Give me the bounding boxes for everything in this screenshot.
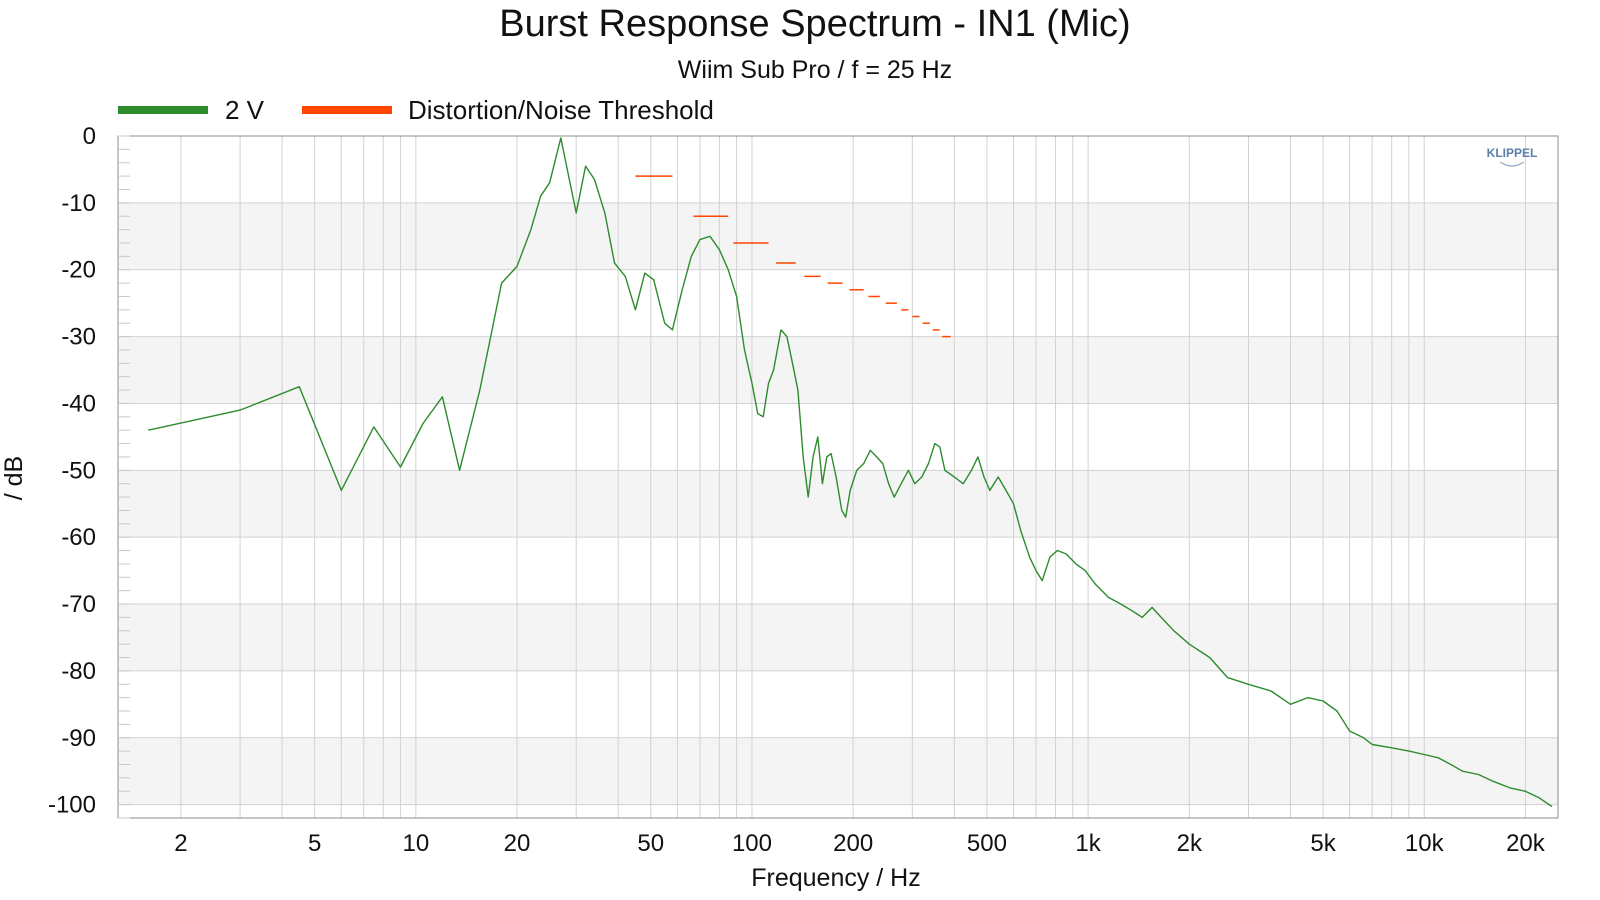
klippel-logo-text: KLIPPEL — [1487, 146, 1538, 160]
legend-label-2v: 2 V — [225, 95, 265, 125]
x-tick-label: 5k — [1310, 830, 1336, 857]
y-tick-label: -80 — [61, 658, 96, 685]
x-tick-label: 100 — [732, 830, 772, 857]
y-tick-label: -100 — [48, 792, 96, 819]
plot-bands — [118, 202, 1558, 805]
legend: 2 V Distortion/Noise Threshold — [118, 95, 714, 125]
y-tick-label: -40 — [61, 390, 96, 417]
y-tick-label: -10 — [61, 190, 96, 217]
threshold-series — [635, 175, 951, 338]
y-minor-ticks — [118, 135, 130, 819]
legend-swatch-2v — [118, 106, 208, 114]
klippel-logo-arc — [1499, 161, 1525, 167]
response-line-2v — [148, 137, 1553, 808]
plot-band — [118, 737, 1558, 805]
plot-band — [118, 470, 1558, 538]
x-tick-labels: 2 5 10 20 50 100 200 500 1k 2k 5k 10k 20k — [174, 830, 1546, 857]
legend-swatch-threshold — [302, 106, 392, 114]
y-tick-label: 0 — [83, 123, 96, 150]
x-tick-label: 5 — [308, 830, 321, 857]
chart-subtitle: Wiim Sub Pro / f = 25 Hz — [678, 56, 952, 84]
y-tick-label: -90 — [61, 725, 96, 752]
y-tick-label: -30 — [61, 324, 96, 351]
x-tick-label: 10 — [402, 830, 429, 857]
x-tick-label: 1k — [1075, 830, 1101, 857]
x-tick-label: 50 — [637, 830, 664, 857]
x-tick-label: 20k — [1506, 830, 1546, 857]
y-tick-label: -60 — [61, 524, 96, 551]
x-tick-label: 10k — [1405, 830, 1445, 857]
x-tick-label: 200 — [833, 830, 873, 857]
klippel-logo: KLIPPEL — [1487, 146, 1538, 167]
plot-band — [118, 604, 1558, 671]
plot-band — [118, 202, 1558, 270]
chart-title: Burst Response Spectrum - IN1 (Mic) — [499, 3, 1130, 45]
plot-frame — [117, 135, 1559, 819]
y-tick-labels: 0 -10 -20 -30 -40 -50 -60 -70 -80 -90 -100 — [48, 123, 96, 819]
x-tick-label: 20 — [504, 830, 531, 857]
y-tick-label: -50 — [61, 457, 96, 484]
legend-label-threshold: Distortion/Noise Threshold — [408, 95, 714, 125]
y-axis-label: / dB — [0, 456, 28, 500]
y-tick-label: -70 — [61, 591, 96, 618]
plot-band — [118, 336, 1558, 404]
y-tick-label: -20 — [61, 257, 96, 284]
x-axis-label: Frequency / Hz — [751, 864, 921, 892]
x-tick-label: 500 — [967, 830, 1007, 857]
x-tick-label: 2 — [174, 830, 187, 857]
series-2v — [148, 137, 1553, 808]
x-tick-label: 2k — [1177, 830, 1203, 857]
